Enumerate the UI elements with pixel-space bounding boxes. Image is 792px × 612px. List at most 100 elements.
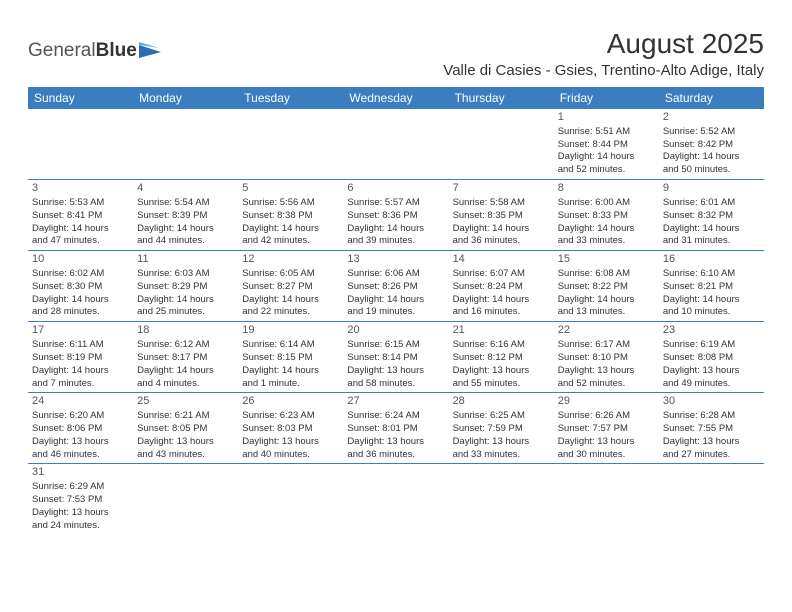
day-detail: Sunrise: 6:29 AM [32, 481, 129, 494]
day-detail: Daylight: 13 hours [137, 436, 234, 449]
day-detail: Daylight: 14 hours [137, 223, 234, 236]
day-detail: Sunrise: 5:51 AM [558, 126, 655, 139]
calendar-day: 12Sunrise: 6:05 AMSunset: 8:27 PMDayligh… [238, 251, 343, 322]
day-number: 24 [32, 394, 129, 409]
calendar-empty [449, 464, 554, 535]
day-detail: Daylight: 14 hours [242, 294, 339, 307]
day-detail: Daylight: 13 hours [453, 365, 550, 378]
calendar-day: 7Sunrise: 5:58 AMSunset: 8:35 PMDaylight… [449, 180, 554, 251]
day-detail: Daylight: 14 hours [558, 151, 655, 164]
day-detail: Daylight: 13 hours [453, 436, 550, 449]
location-text: Valle di Casies - Gsies, Trentino-Alto A… [443, 62, 764, 79]
day-detail: Sunset: 8:26 PM [347, 281, 444, 294]
calendar-day: 25Sunrise: 6:21 AMSunset: 8:05 PMDayligh… [133, 393, 238, 464]
day-detail: Sunset: 8:10 PM [558, 352, 655, 365]
calendar-head: SundayMondayTuesdayWednesdayThursdayFrid… [28, 87, 764, 109]
day-detail: Daylight: 14 hours [453, 294, 550, 307]
day-detail: Sunset: 8:05 PM [137, 423, 234, 436]
day-detail: Sunrise: 6:21 AM [137, 410, 234, 423]
day-detail: Sunset: 8:14 PM [347, 352, 444, 365]
calendar-day: 21Sunrise: 6:16 AMSunset: 8:12 PMDayligh… [449, 322, 554, 393]
day-detail: and 36 minutes. [347, 449, 444, 462]
day-detail: Daylight: 14 hours [663, 151, 760, 164]
day-detail: Daylight: 14 hours [242, 223, 339, 236]
day-detail: and 47 minutes. [32, 235, 129, 248]
day-detail: Sunrise: 6:02 AM [32, 268, 129, 281]
day-number: 25 [137, 394, 234, 409]
day-detail: Sunrise: 5:58 AM [453, 197, 550, 210]
calendar-empty [659, 464, 764, 535]
day-detail: Sunrise: 6:03 AM [137, 268, 234, 281]
day-detail: Daylight: 14 hours [347, 223, 444, 236]
day-number: 2 [663, 110, 760, 125]
day-detail: Sunset: 8:17 PM [137, 352, 234, 365]
logo-word2: Blue [96, 40, 137, 61]
day-detail: and 10 minutes. [663, 306, 760, 319]
day-detail: Sunset: 8:03 PM [242, 423, 339, 436]
day-number: 1 [558, 110, 655, 125]
day-number: 18 [137, 323, 234, 338]
day-detail: Sunset: 8:19 PM [32, 352, 129, 365]
day-header: Saturday [659, 87, 764, 109]
day-number: 27 [347, 394, 444, 409]
calendar-body: 1Sunrise: 5:51 AMSunset: 8:44 PMDaylight… [28, 109, 764, 535]
day-detail: Sunrise: 6:24 AM [347, 410, 444, 423]
day-number: 3 [32, 181, 129, 196]
calendar-empty [343, 464, 448, 535]
calendar-day: 13Sunrise: 6:06 AMSunset: 8:26 PMDayligh… [343, 251, 448, 322]
day-detail: Sunrise: 6:19 AM [663, 339, 760, 352]
day-number: 15 [558, 252, 655, 267]
calendar-day: 10Sunrise: 6:02 AMSunset: 8:30 PMDayligh… [28, 251, 133, 322]
day-detail: Sunrise: 6:16 AM [453, 339, 550, 352]
day-number: 17 [32, 323, 129, 338]
day-detail: Sunrise: 6:06 AM [347, 268, 444, 281]
day-detail: Sunrise: 6:20 AM [32, 410, 129, 423]
day-detail: Sunrise: 6:07 AM [453, 268, 550, 281]
calendar-day: 22Sunrise: 6:17 AMSunset: 8:10 PMDayligh… [554, 322, 659, 393]
day-detail: Sunset: 8:36 PM [347, 210, 444, 223]
day-detail: Sunset: 8:32 PM [663, 210, 760, 223]
calendar-day: 30Sunrise: 6:28 AMSunset: 7:55 PMDayligh… [659, 393, 764, 464]
day-detail: Sunset: 8:35 PM [453, 210, 550, 223]
day-detail: Sunset: 8:38 PM [242, 210, 339, 223]
day-number: 4 [137, 181, 234, 196]
day-detail: and 19 minutes. [347, 306, 444, 319]
day-detail: and 33 minutes. [453, 449, 550, 462]
day-detail: Sunset: 8:27 PM [242, 281, 339, 294]
calendar-week: 24Sunrise: 6:20 AMSunset: 8:06 PM Dayligh… [28, 393, 764, 464]
flag-icon [139, 42, 163, 60]
calendar-day: 23Sunrise: 6:19 AMSunset: 8:08 PMDayligh… [659, 322, 764, 393]
calendar-day: 29Sunrise: 6:26 AMSunset: 7:57 PMDayligh… [554, 393, 659, 464]
day-detail: Daylight: 14 hours [242, 365, 339, 378]
day-detail: Sunrise: 5:54 AM [137, 197, 234, 210]
day-number: 30 [663, 394, 760, 409]
day-detail: and 58 minutes. [347, 378, 444, 391]
calendar-day: 18Sunrise: 6:12 AMSunset: 8:17 PMDayligh… [133, 322, 238, 393]
day-detail: and 31 minutes. [663, 235, 760, 248]
calendar-empty [133, 464, 238, 535]
day-detail: and 33 minutes. [558, 235, 655, 248]
day-detail: Sunrise: 6:01 AM [663, 197, 760, 210]
day-number: 23 [663, 323, 760, 338]
day-detail: Sunset: 8:42 PM [663, 139, 760, 152]
day-number: 16 [663, 252, 760, 267]
day-detail: and 24 minutes. [32, 520, 129, 533]
day-number: 19 [242, 323, 339, 338]
day-detail: Sunrise: 5:56 AM [242, 197, 339, 210]
day-detail: Sunset: 8:33 PM [558, 210, 655, 223]
calendar-day: 15Sunrise: 6:08 AMSunset: 8:22 PMDayligh… [554, 251, 659, 322]
day-detail: and 43 minutes. [137, 449, 234, 462]
day-detail: Sunrise: 6:00 AM [558, 197, 655, 210]
day-detail: Sunrise: 6:25 AM [453, 410, 550, 423]
day-detail: Daylight: 13 hours [347, 436, 444, 449]
calendar-week: 3Sunrise: 5:53 AMSunset: 8:41 PMDaylight… [28, 180, 764, 251]
day-detail: and 28 minutes. [32, 306, 129, 319]
day-detail: Sunset: 8:12 PM [453, 352, 550, 365]
calendar-day: 9Sunrise: 6:01 AMSunset: 8:32 PMDaylight… [659, 180, 764, 251]
day-detail: and 52 minutes. [558, 378, 655, 391]
day-number: 5 [242, 181, 339, 196]
day-header-row: SundayMondayTuesdayWednesdayThursdayFrid… [28, 87, 764, 109]
day-detail: Sunset: 8:06 PM [32, 423, 129, 436]
day-detail: Sunrise: 5:52 AM [663, 126, 760, 139]
day-number: 11 [137, 252, 234, 267]
